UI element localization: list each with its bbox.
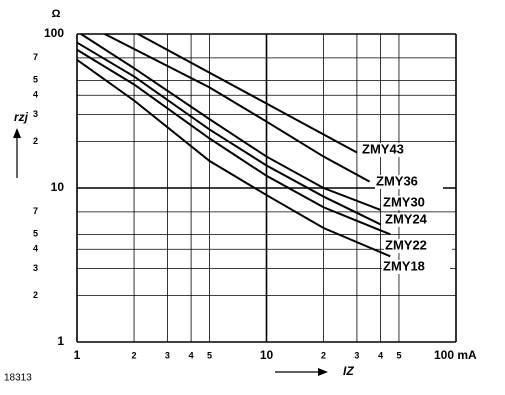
y-tick-label: 7: [33, 206, 38, 216]
series-line: [80, 33, 381, 211]
series-label: ZMY24: [385, 211, 428, 226]
label-bg: [384, 213, 452, 227]
y-tick-label: 4: [33, 244, 38, 254]
x-tick-label: 100 mA: [434, 348, 477, 362]
x-tick-label: 2: [132, 350, 137, 360]
label-bg: [375, 175, 443, 189]
series-line: [76, 58, 391, 258]
y-label: rzj: [14, 110, 29, 124]
label-bg: [382, 196, 450, 210]
x-tick-label: 2: [321, 350, 326, 360]
series-line: [137, 33, 358, 154]
series-label: ZMY30: [383, 194, 425, 209]
x-tick-label: 3: [354, 350, 359, 360]
x-label: IZ: [343, 364, 354, 378]
label-bg: [384, 239, 452, 253]
series-label: ZMY22: [385, 237, 427, 252]
x-tick-label: 4: [189, 350, 194, 360]
x-tick-label: 4: [378, 350, 383, 360]
y-tick-label: 2: [33, 136, 38, 146]
label-bg: [382, 260, 450, 274]
x-tick-label: 5: [396, 350, 401, 360]
y-tick-label: 10: [51, 180, 65, 194]
y-tick-label: 3: [33, 109, 38, 119]
x-arrow-head: [318, 368, 328, 376]
x-tick-label: 5: [207, 350, 212, 360]
series-line: [104, 33, 371, 183]
y-arrow-head: [13, 128, 21, 138]
code: 18313: [4, 373, 32, 384]
y-tick-label: 7: [33, 52, 38, 62]
x-tick-label: 10: [260, 348, 274, 362]
y-tick-label: 100: [44, 26, 64, 40]
series-label: ZMY36: [376, 173, 418, 188]
y-tick-label: 4: [33, 90, 38, 100]
x-tick-label: 3: [165, 350, 170, 360]
series-line: [76, 41, 382, 226]
y-unit: Ω: [52, 8, 61, 20]
series-line: [76, 48, 391, 236]
y-tick-label: 5: [33, 229, 38, 239]
series-label: ZMY43: [362, 141, 404, 156]
y-tick-label: 1: [57, 334, 64, 348]
y-tick-label: 5: [33, 75, 38, 85]
y-tick-label: 3: [33, 263, 38, 273]
y-tick-label: 2: [33, 290, 38, 300]
label-bg: [361, 143, 429, 157]
x-tick-label: 1: [74, 348, 81, 362]
series-label: ZMY18: [383, 258, 425, 273]
